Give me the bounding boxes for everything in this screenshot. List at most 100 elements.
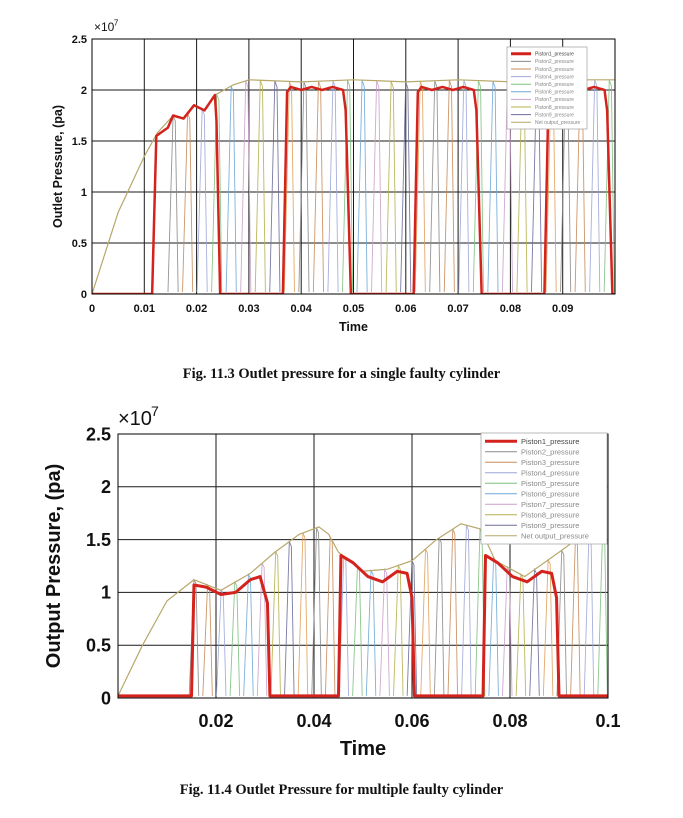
y-tick-label: 2 bbox=[81, 85, 87, 97]
piston-pulse bbox=[556, 550, 567, 696]
y-tick-label: 2.5 bbox=[86, 424, 111, 444]
piston-pulse bbox=[589, 79, 601, 292]
series-piston1 bbox=[118, 553, 608, 698]
piston-pulse bbox=[502, 565, 513, 696]
legend-entry: Piston8_pressure bbox=[535, 105, 574, 111]
piston-pulse bbox=[269, 80, 281, 292]
legend-entry: Piston2_pressure bbox=[521, 447, 579, 456]
piston-pulse bbox=[406, 560, 418, 696]
x-tick-label: 0.08 bbox=[500, 303, 521, 315]
y-tick-label: 1 bbox=[81, 187, 87, 199]
legend-entry: Piston1_pressure bbox=[535, 52, 574, 58]
x-tick-label: 0.01 bbox=[134, 303, 155, 315]
piston-pulse bbox=[356, 79, 368, 292]
piston-pulse bbox=[211, 93, 223, 292]
legend-entry: Piston2_pressure bbox=[535, 59, 574, 65]
y-tick-label: 0.5 bbox=[86, 636, 111, 656]
x-tick-label: 0.07 bbox=[447, 303, 468, 315]
piston-pulse bbox=[461, 525, 472, 696]
legend-entry: Piston9_pressure bbox=[535, 112, 574, 118]
legend-entry: Net output_pressure bbox=[535, 120, 581, 126]
x-tick-label: 0.05 bbox=[343, 303, 364, 315]
legend-box bbox=[506, 46, 588, 130]
piston-pulse bbox=[240, 80, 252, 292]
piston-pulse bbox=[619, 80, 629, 292]
piston-pulse bbox=[365, 568, 377, 696]
piston-pulse bbox=[393, 563, 404, 696]
piston-pulse bbox=[196, 109, 208, 292]
piston-pulse bbox=[229, 580, 241, 696]
piston-pulse bbox=[341, 79, 354, 292]
y-tick-label: 2.5 bbox=[72, 34, 87, 46]
legend-entry: Piston3_pressure bbox=[521, 458, 579, 467]
piston-pulse bbox=[400, 81, 412, 292]
piston-pulse bbox=[254, 80, 266, 292]
plot-frame bbox=[91, 38, 616, 295]
x-tick-label: 0.04 bbox=[296, 711, 331, 731]
x-tick-label: 0.02 bbox=[198, 711, 233, 731]
x-tick-label: 0.06 bbox=[395, 303, 416, 315]
x-tick-label: 0 bbox=[89, 303, 95, 315]
piston-pulses bbox=[167, 79, 629, 292]
legend-entry: Piston4_pressure bbox=[521, 468, 579, 477]
piston-pulse bbox=[385, 81, 397, 292]
piston-pulse bbox=[311, 527, 322, 696]
plot-frame bbox=[117, 433, 609, 699]
piston-pulse bbox=[312, 81, 324, 292]
x-axis-label: Time bbox=[339, 320, 368, 334]
piston-pulse bbox=[256, 563, 268, 696]
x-tick-label: 0.08 bbox=[492, 711, 527, 731]
exponent-label: ×10 bbox=[94, 20, 115, 34]
piston-pulse bbox=[284, 541, 295, 696]
piston-pulse bbox=[487, 81, 499, 292]
piston-pulse bbox=[379, 567, 390, 696]
exponent-power: 7 bbox=[114, 18, 119, 28]
y-tick-label: 0 bbox=[101, 688, 111, 708]
legend-entry: Piston5_pressure bbox=[535, 82, 574, 88]
exponent-power: 7 bbox=[151, 403, 159, 419]
piston-pulse bbox=[298, 81, 310, 292]
y-tick-label: 1.5 bbox=[86, 530, 111, 550]
exponent-label: ×10 bbox=[118, 408, 152, 430]
piston-pulse bbox=[443, 79, 455, 292]
legend-entry: Piston8_pressure bbox=[521, 510, 579, 519]
x-tick-label: 0.04 bbox=[290, 303, 312, 315]
x-tick-label: 0.03 bbox=[238, 303, 259, 315]
x-axis-label: Time bbox=[340, 738, 386, 760]
piston-pulse bbox=[225, 85, 237, 292]
piston-pulse bbox=[458, 79, 470, 292]
y-tick-label: 2 bbox=[101, 477, 111, 497]
piston-pulse bbox=[433, 537, 445, 696]
chart-11-4: 0.02 0.04 0.06 0.08 0.1 0 0.5 1 1.5 2 2.5 ×10 7 Time O… bbox=[43, 403, 621, 760]
y-tick-label: 1 bbox=[101, 583, 111, 603]
piston-pulse bbox=[414, 81, 426, 292]
y-axis-label: Outlet Pressure, (pa) bbox=[51, 105, 65, 228]
legend-entry: Net output_pressure bbox=[521, 531, 589, 540]
x-tick-label: 0.06 bbox=[394, 711, 429, 731]
piston-pulse bbox=[283, 81, 295, 292]
piston-pulse bbox=[542, 559, 554, 696]
piston-pulse bbox=[603, 79, 615, 292]
x-tick-label: 0.09 bbox=[552, 303, 573, 315]
legend-entry: Piston6_pressure bbox=[521, 489, 579, 498]
legend-entry: Piston4_pressure bbox=[535, 74, 574, 80]
x-tick-label: 0.1 bbox=[595, 711, 620, 731]
piston-pulse bbox=[611, 529, 621, 696]
piston-pulse bbox=[270, 551, 281, 696]
legend-entry: Piston7_pressure bbox=[521, 500, 579, 509]
figure-11-4-caption: Fig. 11.4 Outlet Pressure for multiple f… bbox=[179, 782, 504, 798]
figure-11-3-caption: Fig. 11.3 Outlet pressure for a single f… bbox=[182, 366, 501, 382]
piston-pulse bbox=[420, 548, 431, 696]
piston-pulse bbox=[215, 588, 227, 696]
y-tick-label: 1.5 bbox=[72, 136, 87, 148]
legend-entry: Piston3_pressure bbox=[535, 67, 574, 73]
piston-pulse bbox=[371, 80, 383, 292]
piston-pulse bbox=[529, 567, 540, 696]
piston-pulse bbox=[243, 572, 254, 696]
piston-pulse bbox=[447, 528, 458, 696]
x-tick-label: 0.02 bbox=[186, 303, 207, 315]
piston-pulse bbox=[472, 80, 484, 292]
